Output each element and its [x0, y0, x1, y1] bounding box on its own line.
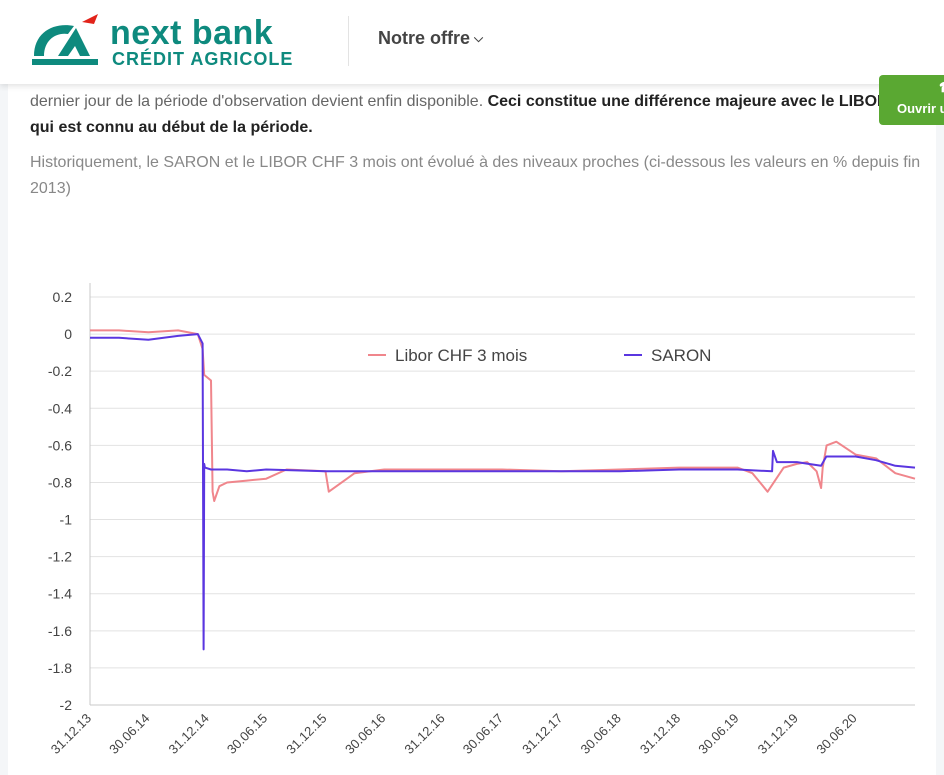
y-tick-label: 0.2	[53, 289, 73, 305]
contact-side-button-label: Ouvrir u	[897, 101, 944, 116]
x-tick-label: 30.06.19	[695, 711, 741, 757]
article-content: dernier jour de la période d'observation…	[8, 0, 936, 775]
chart-intro-paragraph: Historiquement, le SARON et le LIBOR CHF…	[30, 154, 921, 197]
x-tick-label: 31.12.17	[519, 711, 565, 757]
x-tick-label: 30.06.20	[813, 711, 859, 757]
legend-label: SARON	[651, 346, 711, 365]
y-tick-label: -0.6	[48, 437, 72, 453]
y-tick-label: -1.8	[48, 660, 72, 676]
x-axis: 31.12.13 30.06.14 31.12.14 30.06.15 31.12.15…	[48, 704, 915, 757]
ca-logo-icon	[32, 14, 98, 65]
brand-name: next bank	[110, 14, 274, 52]
y-tick-label: -1.2	[48, 549, 72, 565]
header-divider	[348, 16, 349, 66]
brand-subtitle: CRÉDIT AGRICOLE	[112, 49, 294, 69]
y-tick-label: -1	[60, 512, 73, 528]
x-tick-label: 30.06.17	[460, 711, 506, 757]
x-tick-label: 30.06.14	[106, 711, 152, 757]
series-line-saron	[90, 333, 916, 651]
chart-legend: Libor CHF 3 mois SARON	[368, 346, 711, 365]
y-axis: 0.2 0 -0.2 -0.4 -0.6 -0.8 -1 -1.2 -1.4 -1.6 -1.8 -2	[48, 283, 91, 713]
paragraph-emphasis: Ceci constitue une différence majeure av…	[30, 93, 926, 136]
y-tick-label: 0	[64, 326, 72, 342]
x-tick-label: 30.06.18	[578, 711, 624, 757]
legend-label: Libor CHF 3 mois	[395, 346, 527, 365]
contact-side-button[interactable]: ☎ Ouvrir u	[879, 75, 944, 125]
x-tick-label: 30.06.16	[342, 711, 388, 757]
y-tick-label: -0.8	[48, 474, 72, 490]
x-tick-label: 31.12.14	[165, 711, 211, 757]
y-tick-label: -1.4	[48, 586, 72, 602]
series-line-libor	[90, 329, 916, 502]
y-tick-label: -1.6	[48, 623, 72, 639]
chevron-down-icon: ⌵	[474, 31, 484, 45]
x-tick-label: 31.12.19	[755, 711, 801, 757]
chart-series	[90, 329, 916, 651]
nav-menu-offre[interactable]: Notre offre ⌵	[378, 28, 483, 49]
y-tick-label: -0.2	[48, 363, 72, 379]
nav-menu-label: Notre offre	[378, 28, 471, 48]
site-header: next bank CRÉDIT AGRICOLE Notre offre ⌵	[0, 0, 944, 84]
x-tick-label: 31.12.13	[48, 711, 94, 757]
x-tick-label: 31.12.18	[637, 711, 683, 757]
x-tick-label: 31.12.16	[401, 711, 447, 757]
y-tick-label: -0.4	[48, 400, 72, 416]
paragraph-text: dernier jour de la période d'observation…	[30, 93, 488, 110]
y-tick-label: -2	[60, 697, 73, 713]
article-paragraph: dernier jour de la période d'observation…	[30, 89, 930, 141]
brand-logo[interactable]: next bank CRÉDIT AGRICOLE	[28, 12, 318, 70]
phone-icon: ☎	[939, 79, 944, 96]
x-tick-label: 31.12.15	[283, 711, 329, 757]
x-tick-label: 30.06.15	[224, 711, 270, 757]
